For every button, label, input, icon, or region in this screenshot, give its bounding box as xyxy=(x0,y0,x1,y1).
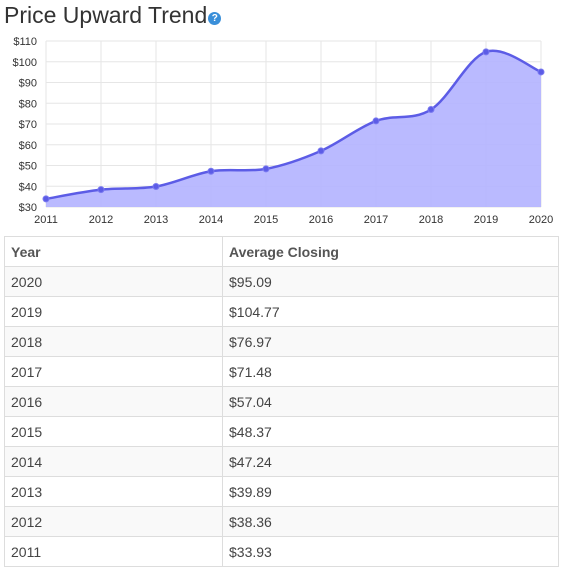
x-tick-label: 2017 xyxy=(364,214,388,226)
x-axis: 2011 2012 2013 2014 2015 2016 2017 2018 2019 2020 xyxy=(34,214,553,226)
table-header-row: Year Average Closing xyxy=(4,236,559,267)
y-tick-label: $110 xyxy=(13,36,37,48)
x-tick-label: 2018 xyxy=(419,214,443,226)
data-point-2020[interactable] xyxy=(537,68,545,76)
cell-year: 2015 xyxy=(4,416,223,447)
x-tick-label: 2016 xyxy=(309,214,333,226)
series-line xyxy=(45,49,542,201)
y-tick-label: $40 xyxy=(19,181,37,193)
cell-year: 2011 xyxy=(4,536,223,567)
table-row: 2011 $33.93 xyxy=(4,536,559,567)
y-tick-label: $60 xyxy=(19,140,37,152)
cell-year: 2019 xyxy=(4,296,223,327)
data-point-2015[interactable] xyxy=(262,165,270,173)
cell-average-closing: $48.37 xyxy=(222,416,559,447)
cell-year: 2016 xyxy=(4,386,223,417)
column-header-average-closing[interactable]: Average Closing xyxy=(222,236,559,267)
y-tick-label: $100 xyxy=(13,57,37,69)
y-tick-label: $80 xyxy=(19,98,37,110)
series-points xyxy=(42,48,545,203)
cell-average-closing: $95.09 xyxy=(222,266,559,297)
data-point-2013[interactable] xyxy=(152,182,160,190)
table-row: 2019 $104.77 xyxy=(4,296,559,327)
data-point-2014[interactable] xyxy=(207,167,215,175)
x-tick-label: 2011 xyxy=(34,214,58,226)
x-tick-label: 2013 xyxy=(144,214,168,226)
table-row: 2017 $71.48 xyxy=(4,356,559,387)
table-row: 2018 $76.97 xyxy=(4,326,559,357)
cell-average-closing: $33.93 xyxy=(222,536,559,567)
title-row: Price Upward Trend ? xyxy=(4,0,222,30)
average-closing-table: Year Average Closing 2020 $95.09 2019 $1… xyxy=(4,236,559,567)
price-area-chart: $30$40$50$60$70$80$90$100$110 2011 2012 20… xyxy=(13,36,554,226)
cell-year: 2012 xyxy=(4,506,223,537)
cell-average-closing: $71.48 xyxy=(222,356,559,387)
cell-average-closing: $57.04 xyxy=(222,386,559,417)
series-area xyxy=(46,50,541,208)
cell-year: 2018 xyxy=(4,326,223,357)
y-tick-label: $70 xyxy=(19,119,37,131)
x-tick-label: 2015 xyxy=(254,214,278,226)
cell-year: 2017 xyxy=(4,356,223,387)
y-tick-label: $50 xyxy=(19,161,37,173)
cell-average-closing: $39.89 xyxy=(222,476,559,507)
x-tick-label: 2012 xyxy=(89,214,113,226)
help-icon[interactable]: ? xyxy=(208,11,222,25)
data-point-2017[interactable] xyxy=(372,117,380,125)
y-tick-label: $30 xyxy=(19,202,37,214)
table-row: 2016 $57.04 xyxy=(4,386,559,417)
data-point-2012[interactable] xyxy=(97,186,105,194)
table-row: 2013 $39.89 xyxy=(4,476,559,507)
table-row: 2015 $48.37 xyxy=(4,416,559,447)
x-tick-label: 2014 xyxy=(199,214,223,226)
cell-average-closing: $47.24 xyxy=(222,446,559,477)
cell-average-closing: $76.97 xyxy=(222,326,559,357)
x-tick-label: 2019 xyxy=(474,214,498,226)
x-tick-label: 2020 xyxy=(529,214,553,226)
y-axis: $30 $40 $50 $60 $70 $80 $90 $100 $110 xyxy=(13,36,37,214)
data-point-2018[interactable] xyxy=(427,106,435,114)
chart-title: Price Upward Trend xyxy=(4,2,208,28)
table-row: 2012 $38.36 xyxy=(4,506,559,537)
cell-average-closing: $38.36 xyxy=(222,506,559,537)
y-tick-label: $90 xyxy=(19,78,37,90)
data-point-2019[interactable] xyxy=(482,48,490,56)
cell-year: 2020 xyxy=(4,266,223,297)
cell-year: 2013 xyxy=(4,476,223,507)
cell-year: 2014 xyxy=(4,446,223,477)
column-header-year[interactable]: Year xyxy=(4,236,223,267)
cell-average-closing: $104.77 xyxy=(222,296,559,327)
table-row: 2020 $95.09 xyxy=(4,266,559,297)
data-point-2011[interactable] xyxy=(42,195,50,203)
data-point-2016[interactable] xyxy=(317,147,325,155)
table-row: 2014 $47.24 xyxy=(4,446,559,477)
